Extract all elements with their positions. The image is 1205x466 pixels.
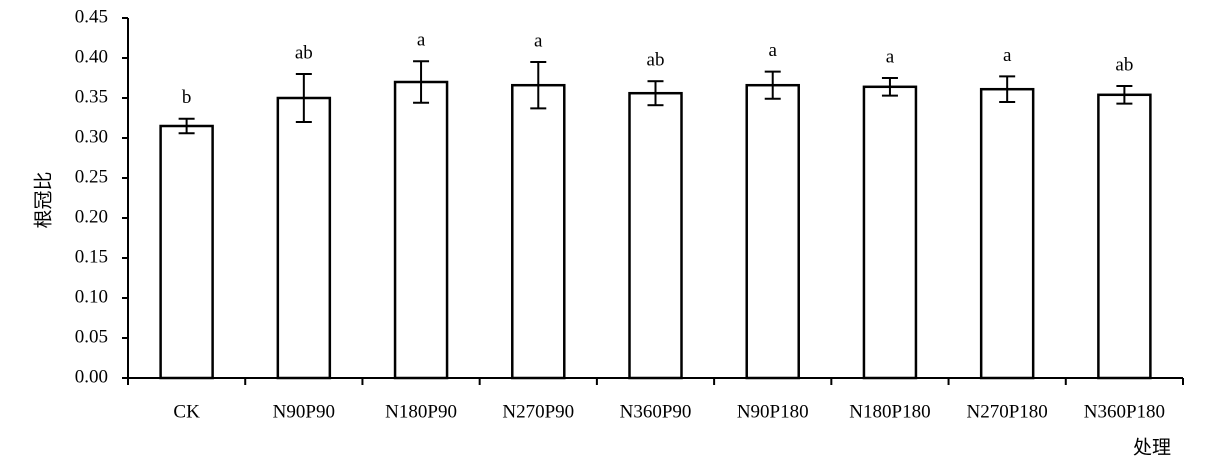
x-tick-label: N360P180 — [1084, 401, 1165, 422]
bar — [979, 87, 1035, 380]
bar — [511, 83, 566, 380]
y-tick-label: 0.05 — [75, 326, 108, 347]
y-tick-label: 0.10 — [75, 286, 108, 307]
significance-label: ab — [1115, 54, 1133, 75]
bar — [862, 85, 918, 380]
y-tick-label: 0.30 — [75, 126, 108, 147]
bar — [159, 124, 214, 380]
significance-label: ab — [647, 50, 665, 71]
significance-label: a — [886, 46, 895, 67]
significance-label: ab — [295, 42, 313, 63]
x-tick-label: N90P90 — [273, 401, 335, 422]
x-tick-label: CK — [173, 401, 200, 422]
y-tick-label: 0.20 — [75, 206, 108, 227]
significance-label: a — [417, 30, 426, 51]
bar — [393, 80, 449, 380]
y-axis-label: 根冠比 — [32, 171, 54, 228]
y-tick-label: 0.45 — [75, 6, 108, 27]
y-tick-label: 0.00 — [75, 366, 108, 387]
error-bar — [295, 73, 312, 123]
x-tick-label: N180P180 — [849, 401, 930, 422]
x-axis-label: 处理 — [1133, 436, 1171, 458]
x-tick-label: N90P180 — [737, 401, 809, 422]
error-bar — [881, 77, 898, 97]
error-bar — [178, 117, 195, 135]
x-tick-label: N180P90 — [385, 401, 457, 422]
error-bar — [413, 60, 430, 104]
significance-label: a — [534, 30, 543, 51]
x-tick-label: N270P180 — [967, 401, 1048, 422]
error-bar — [530, 61, 547, 110]
y-tick-label: 0.40 — [75, 46, 108, 67]
x-tick-label: N270P90 — [502, 401, 574, 422]
bar — [276, 96, 332, 380]
significance-label: a — [1003, 45, 1012, 66]
x-tick-label: N360P90 — [620, 401, 692, 422]
error-bar — [647, 80, 664, 107]
error-bar — [1116, 85, 1133, 105]
significance-label: b — [182, 87, 192, 108]
y-tick-label: 0.25 — [75, 166, 108, 187]
y-tick-label: 0.15 — [75, 246, 108, 267]
bar — [745, 83, 800, 380]
error-bar — [999, 75, 1016, 103]
y-tick-label: 0.35 — [75, 86, 108, 107]
bar — [1097, 93, 1152, 380]
significance-label: a — [769, 40, 778, 61]
error-bar — [764, 70, 781, 100]
bar — [628, 91, 683, 380]
